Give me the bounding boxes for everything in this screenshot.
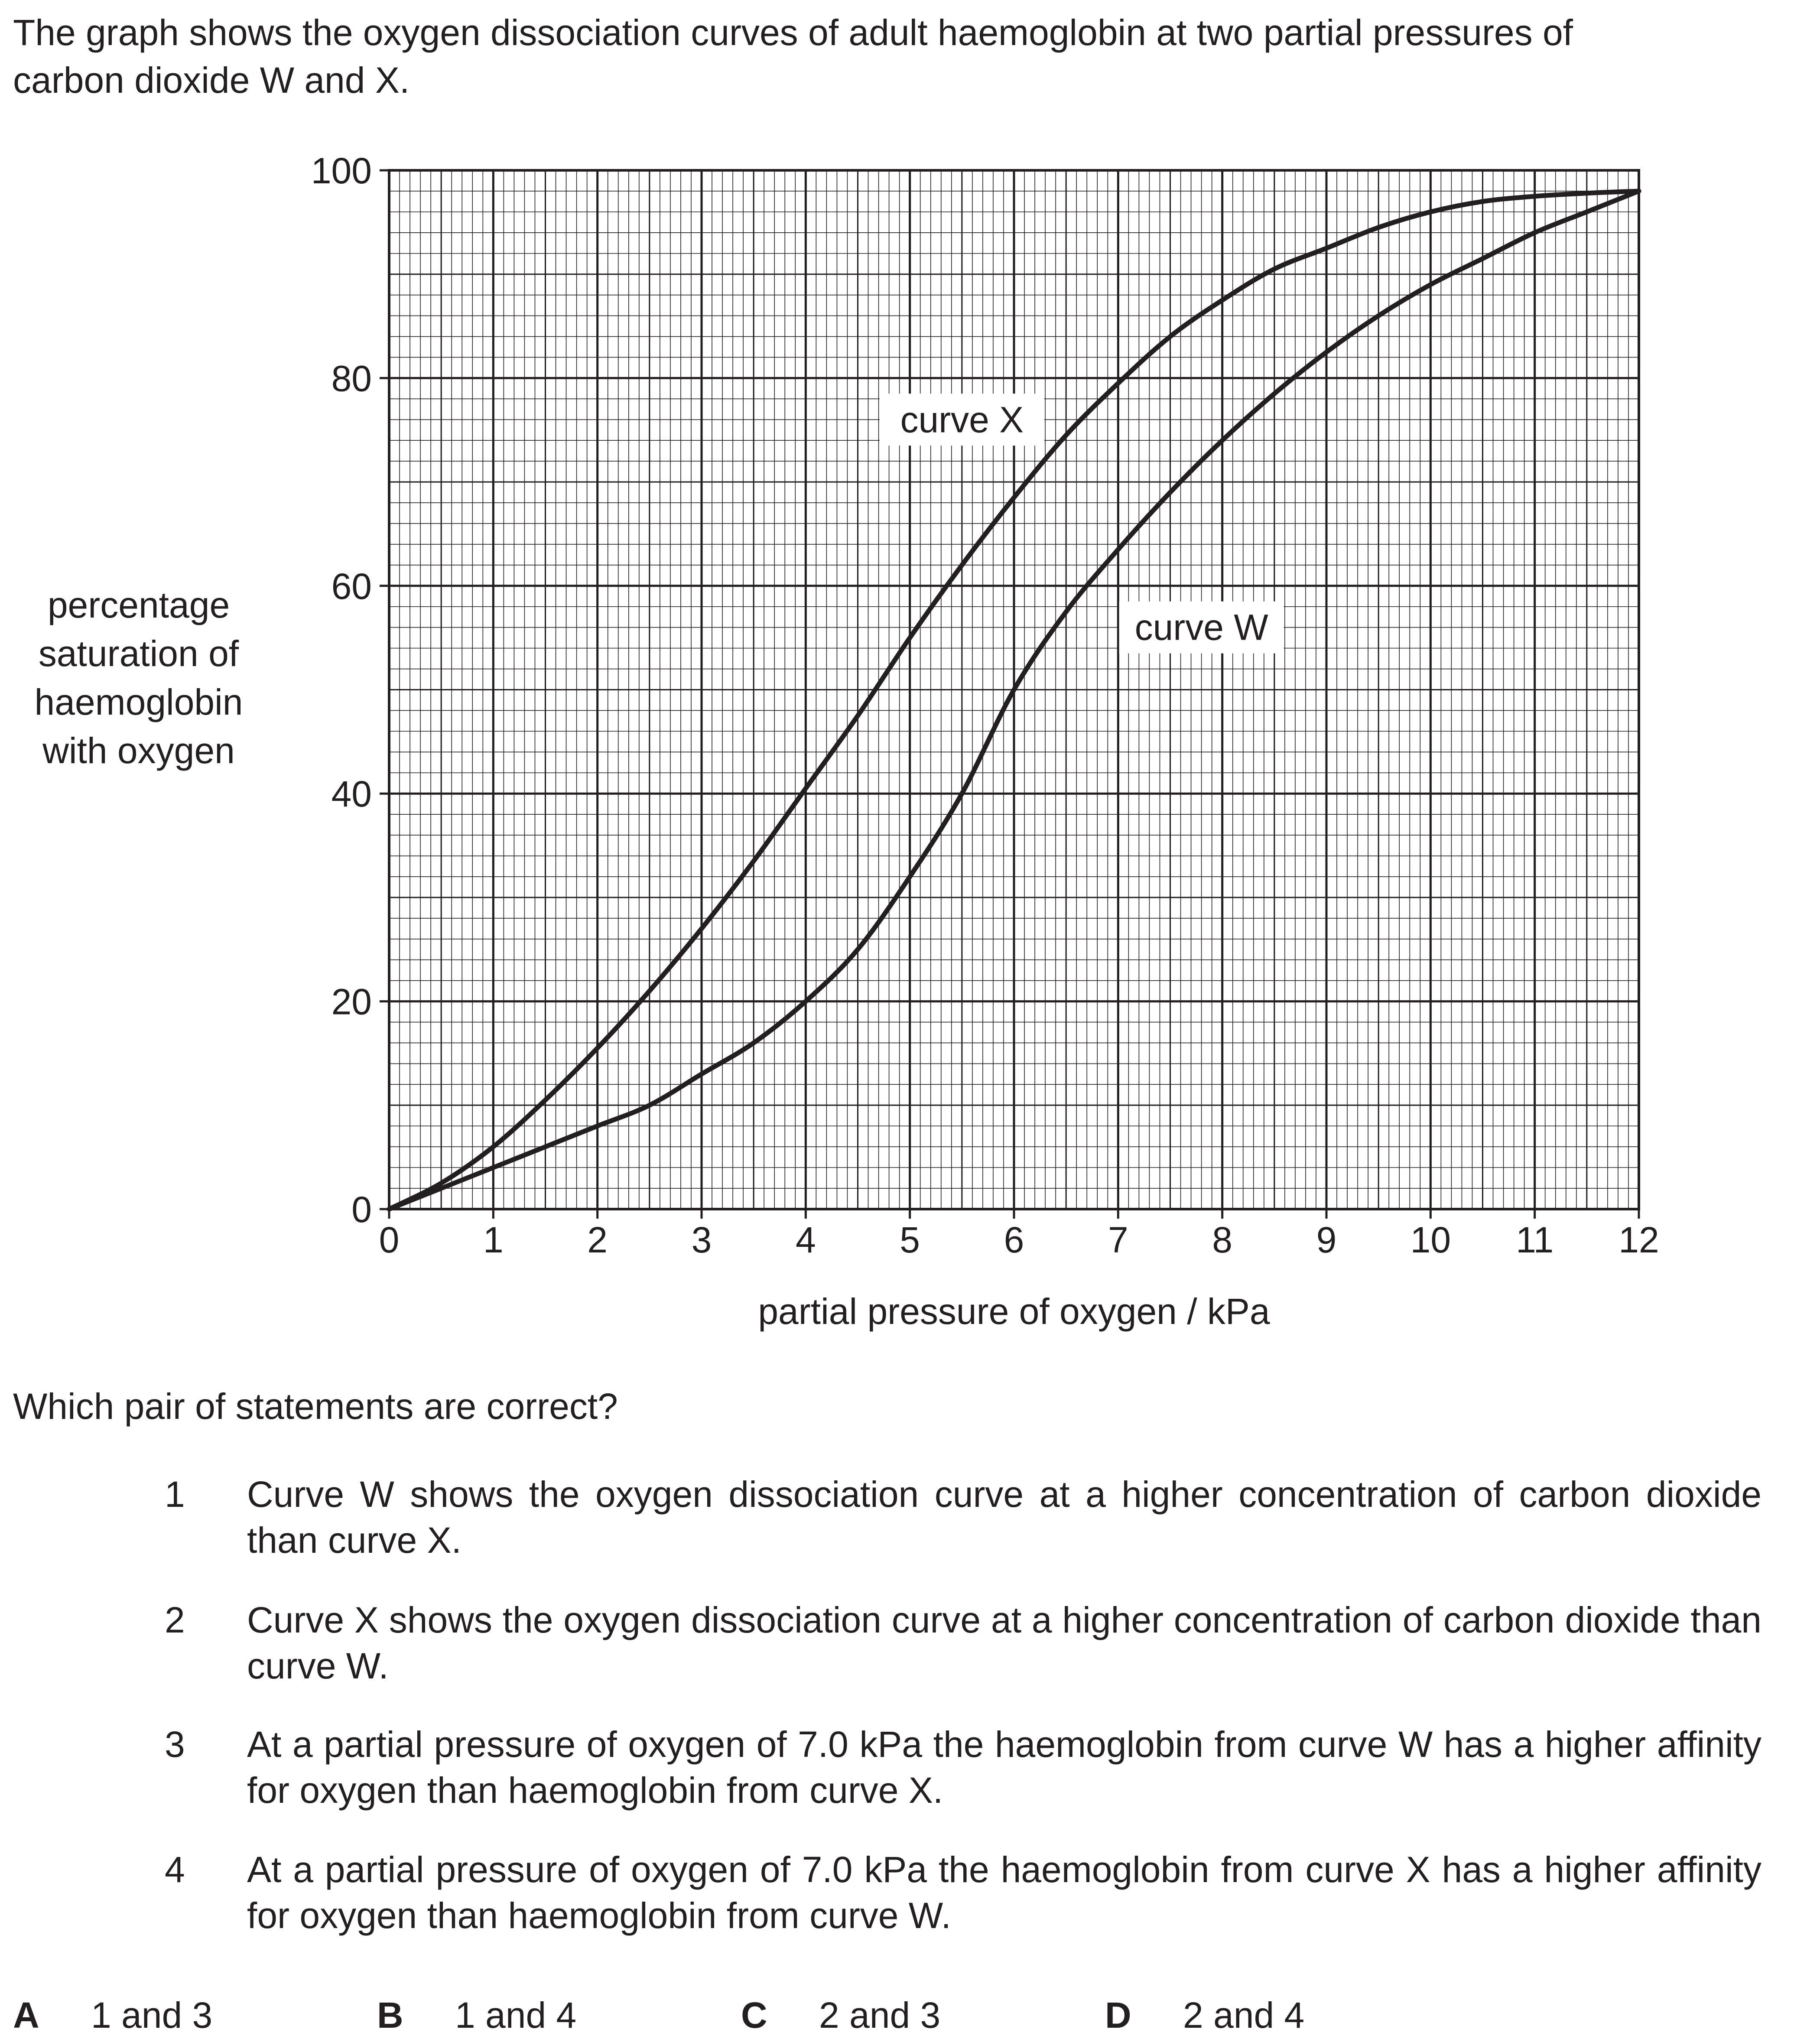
series (387, 189, 1641, 1212)
x-tick-label: 8 (1212, 1219, 1232, 1260)
curve-w-line (387, 189, 1641, 1212)
y-tick-label: 0 (351, 1189, 372, 1230)
option-a[interactable]: A 1 and 3 (13, 1991, 212, 2039)
y-tick-label: 40 (332, 774, 372, 814)
statement-text: At a partial pressure of oxygen of 7.0 k… (247, 1724, 1762, 1811)
option-b[interactable]: B 1 and 4 (377, 1991, 576, 2039)
x-tick-label: 10 (1410, 1219, 1451, 1260)
curve-x-label: curve X (900, 399, 1024, 440)
labels: curve X curve W (879, 393, 1284, 654)
statement-text: Curve W shows the oxygen dissociation cu… (247, 1474, 1762, 1561)
x-tick-label: 6 (1004, 1219, 1024, 1260)
option-letter: A (13, 1995, 39, 2036)
curve-w-label-background (1119, 601, 1284, 654)
intro-line-1: The graph shows the oxygen dissociation … (13, 12, 1573, 53)
statement-text: At a partial pressure of oxygen of 7.0 k… (247, 1849, 1762, 1936)
option-letter: C (741, 1995, 767, 2036)
statement-number: 2 (165, 1600, 185, 1640)
curve-w-label: curve W (1135, 607, 1268, 648)
y-axis-label-line: saturation of (38, 633, 239, 674)
x-tick-label: 2 (587, 1219, 608, 1260)
y-axis-label: percentage saturation of haemoglobin wit… (9, 581, 269, 775)
x-tick-label: 3 (692, 1219, 712, 1260)
y-tick-label: 100 (311, 150, 372, 191)
curve-x-label-background (879, 393, 1044, 446)
x-tick-label: 1 (483, 1219, 504, 1260)
y-axis-label-line: with oxygen (42, 730, 235, 771)
question-text: Which pair of statements are correct? (13, 1386, 618, 1427)
option-text: 1 and 4 (455, 1995, 577, 2036)
option-letter: B (377, 1995, 403, 2036)
x-tick-label: 5 (900, 1219, 920, 1260)
y-axis-label-line: percentage (47, 585, 230, 625)
y-tick-label: 20 (332, 982, 372, 1022)
statement-number: 1 (165, 1474, 185, 1515)
x-tick-label: 11 (1516, 1219, 1554, 1260)
intro-line-2: carbon dioxide W and X. (13, 60, 410, 101)
intro-text: The graph shows the oxygen dissociation … (13, 9, 1764, 104)
x-tick-label: 12 (1618, 1219, 1659, 1260)
x-axis-label: partial pressure of oxygen / kPa (758, 1291, 1270, 1332)
option-text: 2 and 4 (1183, 1995, 1305, 2036)
option-letter: D (1105, 1995, 1131, 2036)
statement-number: 3 (165, 1724, 185, 1765)
x-tick-label: 7 (1108, 1219, 1128, 1260)
y-axis-label-line: haemoglobin (34, 682, 243, 722)
statement-text: Curve X shows the oxygen dissociation cu… (247, 1600, 1762, 1686)
x-tick-label: 0 (379, 1219, 400, 1260)
y-tick-label: 60 (332, 566, 372, 607)
curve-x-line (387, 189, 1641, 1212)
statement-number: 4 (165, 1849, 185, 1890)
option-text: 2 and 3 (819, 1995, 941, 2036)
option-c[interactable]: C 2 and 3 (741, 1991, 940, 2039)
y-tick-label: 80 (332, 358, 372, 399)
option-text: 1 and 3 (91, 1995, 213, 2036)
option-d[interactable]: D 2 and 4 (1105, 1991, 1304, 2039)
x-tick-label: 4 (796, 1219, 816, 1260)
x-tick-label: 9 (1316, 1219, 1337, 1260)
